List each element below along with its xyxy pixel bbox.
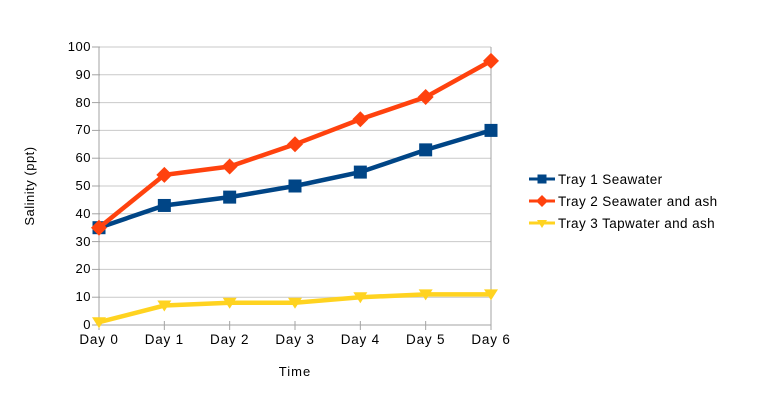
square-marker-icon — [353, 165, 367, 179]
legend: Tray 1 Seawater Tray 2 Seawater and ash Tr… — [529, 168, 718, 234]
legend-square-icon — [529, 174, 555, 184]
y-tick-label: 90 — [75, 66, 91, 82]
y-tick-label: 40 — [75, 205, 91, 221]
square-marker-icon — [419, 143, 433, 157]
triangle-down-marker-icon — [484, 289, 498, 301]
legend-label: Tray 1 Seawater — [558, 171, 663, 187]
x-tick-label: Day 0 — [79, 332, 119, 347]
legend-diamond-icon — [529, 195, 555, 207]
triangle-down-marker-icon — [222, 297, 237, 309]
diamond-marker-icon — [287, 136, 303, 153]
square-marker-icon — [157, 198, 171, 212]
x-tick-label: Day 4 — [340, 332, 380, 347]
series-3 — [92, 289, 498, 329]
legend-item-3: Tray 3 Tapwater and ash — [529, 212, 718, 234]
triangle-down-marker-icon — [92, 317, 106, 329]
legend-label: Tray 2 Seawater and ash — [558, 193, 718, 209]
legend-item-2: Tray 2 Seawater and ash — [529, 190, 718, 212]
y-tick-label: 30 — [75, 233, 91, 249]
legend-label: Tray 3 Tapwater and ash — [558, 215, 716, 231]
y-tick-label: 70 — [75, 122, 91, 138]
y-tick-label: 0 — [83, 317, 91, 332]
x-tick-label: Day 6 — [471, 332, 511, 347]
x-tick-label: Day 2 — [210, 332, 250, 347]
y-tick-label: 80 — [75, 94, 91, 110]
x-tick-label: Day 5 — [406, 332, 446, 347]
triangle-down-marker-icon — [418, 289, 433, 301]
triangle-down-marker-icon — [288, 297, 302, 309]
triangle-down-marker-icon — [353, 292, 368, 304]
square-marker-icon — [537, 174, 547, 184]
series-2 — [91, 52, 499, 236]
legend-item-1: Tray 1 Seawater — [529, 168, 718, 190]
y-tick-label: 10 — [75, 289, 91, 305]
triangle-down-marker-icon — [157, 300, 172, 312]
diamond-marker-icon — [483, 52, 499, 69]
square-marker-icon — [288, 179, 302, 193]
diamond-marker-icon — [352, 111, 369, 128]
diamond-marker-icon — [221, 158, 238, 175]
x-tick-label: Day 3 — [275, 332, 315, 347]
diamond-marker-icon — [91, 219, 107, 236]
diamond-marker-icon — [156, 166, 173, 183]
y-tick-label: 50 — [75, 178, 91, 193]
square-marker-icon — [223, 190, 237, 204]
y-axis-title: Salinity (ppt) — [22, 146, 37, 226]
legend-triangle-down-icon — [529, 220, 555, 228]
diamond-marker-icon — [417, 89, 434, 106]
square-marker-icon — [484, 123, 498, 137]
diamond-marker-icon — [536, 195, 548, 207]
y-tick-label: 20 — [75, 261, 91, 277]
y-tick-label: 60 — [75, 150, 91, 166]
x-axis-title: Time — [278, 364, 312, 379]
triangle-down-marker-icon — [537, 220, 547, 228]
y-tick-label: 100 — [67, 39, 91, 54]
x-tick-label: Day 1 — [144, 332, 184, 347]
